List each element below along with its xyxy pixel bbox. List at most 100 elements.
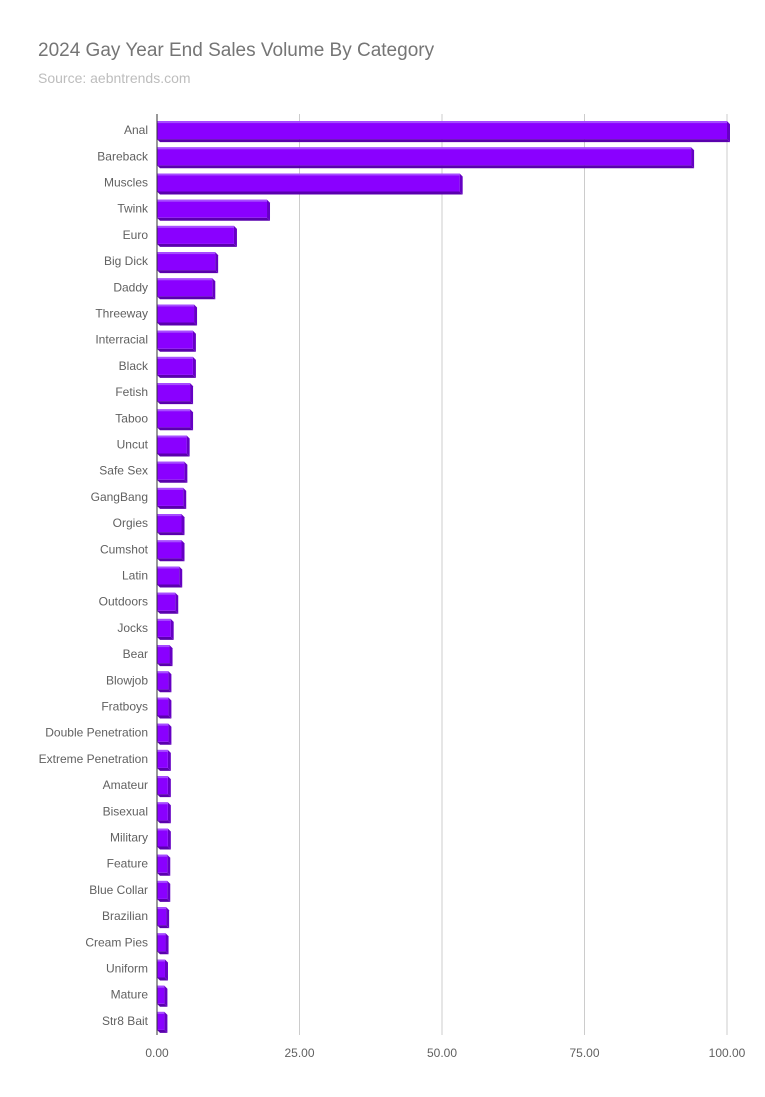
- category-label-17: Latin: [122, 569, 148, 583]
- bar-bottom-face-26: [157, 820, 171, 824]
- bar-side-face-22: [168, 697, 172, 719]
- bar-highlight-16: [157, 540, 182, 543]
- bar-16: [157, 540, 185, 562]
- bar-side-face-11: [190, 409, 194, 431]
- bar-front-face-22: [157, 697, 169, 716]
- bar-highlight-25: [157, 776, 168, 779]
- bar-22: [157, 697, 172, 719]
- bar-side-face-26: [167, 802, 171, 824]
- bar-21: [157, 671, 172, 693]
- x-tick-label-1: 25.00: [284, 1046, 314, 1060]
- bar-side-face-14: [183, 487, 187, 509]
- bar-front-face-3: [157, 199, 268, 218]
- bar-13: [157, 461, 188, 483]
- bar-highlight-27: [157, 828, 168, 831]
- bar-side-face-4: [233, 225, 237, 247]
- category-label-4: Euro: [123, 228, 149, 242]
- bar-front-face-12: [157, 435, 187, 454]
- bar-bottom-face-14: [157, 505, 187, 509]
- bar-1: [157, 147, 695, 169]
- bar-highlight-2: [157, 173, 460, 176]
- bar-26: [157, 802, 171, 824]
- category-labels: Anal Bareback Muscles Twink Euro Big Dick Dadd…: [39, 123, 149, 1028]
- bar-front-face-16: [157, 540, 182, 559]
- bar-34: [157, 1011, 168, 1033]
- bar-11: [157, 409, 194, 431]
- bar-front-face-34: [157, 1011, 165, 1030]
- bar-24: [157, 749, 171, 771]
- bar-highlight-28: [157, 854, 168, 857]
- bar-bottom-face-25: [157, 794, 171, 798]
- bar-side-face-28: [167, 854, 171, 876]
- bar-10: [157, 383, 194, 405]
- bar-front-face-9: [157, 356, 193, 375]
- category-label-22: Fratboys: [101, 700, 148, 714]
- bar-front-face-26: [157, 802, 168, 821]
- bar-side-face-23: [168, 723, 172, 745]
- x-tick-label-0: 0.00: [145, 1046, 169, 1060]
- bar-highlight-30: [157, 907, 167, 910]
- bar-side-face-12: [186, 435, 190, 457]
- bar-highlight-6: [157, 278, 213, 281]
- chart-subtitle: Source: aebntrends.com: [38, 70, 191, 86]
- category-label-32: Uniform: [106, 962, 148, 976]
- bar-front-face-18: [157, 592, 176, 611]
- bar-0: [157, 121, 730, 143]
- bar-bottom-face-32: [157, 977, 168, 981]
- category-label-34: Str8 Bait: [102, 1014, 149, 1028]
- bar-highlight-15: [157, 514, 182, 517]
- bar-bottom-face-18: [157, 610, 179, 614]
- bar-front-face-33: [157, 985, 165, 1004]
- bar-front-face-31: [157, 933, 166, 952]
- bar-bottom-face-9: [157, 374, 196, 378]
- category-label-24: Extreme Penetration: [39, 752, 148, 766]
- bar-side-face-20: [169, 645, 173, 667]
- bar-bottom-face-27: [157, 846, 171, 850]
- bar-highlight-3: [157, 199, 268, 202]
- bar-6: [157, 278, 216, 300]
- bar-front-face-10: [157, 383, 191, 402]
- bar-front-face-7: [157, 304, 195, 323]
- bar-30: [157, 907, 170, 929]
- bar-side-face-34: [164, 1011, 168, 1033]
- category-label-2: Muscles: [104, 176, 148, 190]
- bar-side-face-25: [167, 776, 171, 798]
- bar-side-face-33: [164, 985, 168, 1007]
- bar-side-face-2: [459, 173, 463, 195]
- bar-highlight-33: [157, 985, 165, 988]
- bar-12: [157, 435, 190, 457]
- category-label-33: Mature: [111, 988, 149, 1002]
- bar-front-face-2: [157, 173, 460, 192]
- bar-bottom-face-20: [157, 663, 173, 667]
- bar-front-face-13: [157, 461, 185, 480]
- bar-bottom-face-31: [157, 951, 169, 955]
- bar-front-face-21: [157, 671, 169, 690]
- chart-title: 2024 Gay Year End Sales Volume By Catego…: [38, 40, 435, 61]
- bar-front-face-20: [157, 645, 170, 664]
- bar-32: [157, 959, 168, 981]
- bar-highlight-7: [157, 304, 195, 307]
- bar-highlight-13: [157, 461, 185, 464]
- bar-bottom-face-4: [157, 243, 237, 247]
- bar-side-face-29: [167, 880, 171, 902]
- x-tick-label-3: 75.00: [569, 1046, 599, 1060]
- bar-bottom-face-17: [157, 584, 183, 588]
- category-label-8: Interracial: [95, 333, 148, 347]
- bar-8: [157, 330, 196, 352]
- bar-2: [157, 173, 463, 195]
- bar-side-face-27: [167, 828, 171, 850]
- bar-front-face-30: [157, 907, 167, 926]
- bar-bottom-face-5: [157, 270, 219, 274]
- bar-side-face-10: [190, 383, 194, 405]
- bar-bottom-face-12: [157, 453, 190, 457]
- bar-side-face-13: [184, 461, 188, 483]
- bar-bottom-face-30: [157, 925, 170, 929]
- category-label-14: GangBang: [91, 490, 148, 504]
- bar-highlight-32: [157, 959, 165, 962]
- bar-front-face-29: [157, 880, 168, 899]
- bar-side-face-21: [168, 671, 172, 693]
- category-label-3: Twink: [117, 202, 149, 216]
- bar-highlight-20: [157, 645, 170, 648]
- bar-highlight-1: [157, 147, 692, 150]
- bar-highlight-4: [157, 225, 234, 228]
